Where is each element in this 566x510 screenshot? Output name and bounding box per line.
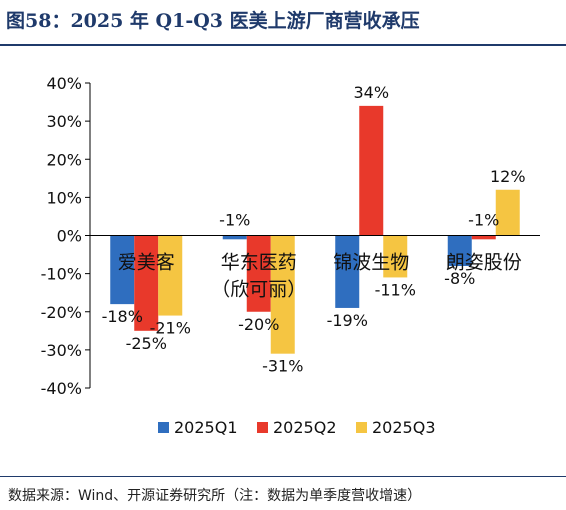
bar	[471, 235, 496, 240]
bar	[359, 105, 384, 236]
title-rule	[0, 44, 566, 46]
y-tick-label: -30%	[41, 341, 82, 360]
category-label: 爱美客	[118, 252, 175, 274]
bar	[447, 235, 472, 266]
data-label: 34%	[353, 83, 389, 102]
legend-label: 2025Q2	[273, 418, 337, 437]
data-label: -1%	[219, 211, 250, 230]
bar	[110, 235, 135, 305]
data-label: -25%	[126, 334, 167, 353]
figure-title: 图58：2025 年 Q1-Q3 医美上游厂商营收承压	[6, 10, 420, 32]
bar	[158, 235, 183, 316]
category-label: （欣可丽）	[211, 279, 306, 301]
bar	[495, 189, 520, 236]
data-label: -31%	[262, 357, 303, 376]
category-label: 锦波生物	[333, 252, 409, 274]
legend-swatch	[158, 422, 169, 433]
data-label: -11%	[375, 280, 416, 299]
data-label: -18%	[102, 307, 143, 326]
y-tick-label: 30%	[46, 112, 82, 131]
bar	[270, 235, 295, 354]
bar	[134, 235, 159, 331]
y-tick-label: -10%	[41, 265, 82, 284]
y-tick-label: -20%	[41, 303, 82, 322]
bar	[383, 235, 408, 278]
data-label: -8%	[444, 269, 475, 288]
category-label: 朗姿股份	[446, 252, 522, 274]
y-tick-label: 40%	[46, 74, 82, 93]
y-tick-label: 10%	[46, 188, 82, 207]
data-label: -19%	[327, 311, 368, 330]
data-label: -21%	[150, 319, 191, 338]
y-tick-label: 0%	[57, 227, 82, 246]
source-note: 数据来源：Wind、开源证券研究所（注：数据为单季度营收增速）	[8, 488, 422, 504]
bar	[222, 235, 247, 240]
y-tick-label: 20%	[46, 150, 82, 169]
legend-label: 2025Q3	[372, 418, 436, 437]
legend-swatch	[356, 422, 367, 433]
legend-label: 2025Q1	[174, 418, 238, 437]
category-label: 华东医药	[221, 252, 297, 274]
legend-swatch	[257, 422, 268, 433]
data-label: -20%	[238, 315, 279, 334]
data-label: -1%	[468, 211, 499, 230]
data-label: 12%	[490, 167, 526, 186]
bar-chart: 40% 30% 20% 10% 0% -10% -20% -30% -40% 爱美客 华东医药 （欣可…	[41, 74, 540, 437]
y-tick-label: -40%	[41, 379, 82, 398]
source-rule	[0, 476, 566, 477]
bar	[246, 235, 271, 312]
bar	[335, 235, 360, 308]
